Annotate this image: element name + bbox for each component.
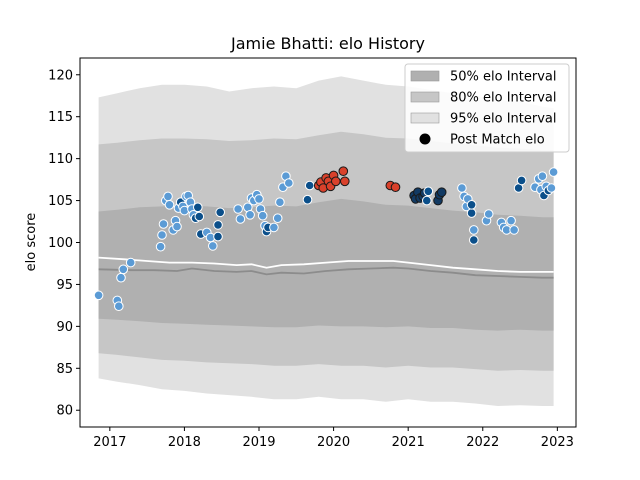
post-match-elo-point (546, 183, 557, 193)
post-match-elo-point (272, 213, 283, 223)
legend-swatch (410, 112, 440, 124)
band-50-interval (98, 198, 554, 331)
post-match-elo-point (284, 178, 294, 188)
post-match-elo-point (172, 221, 182, 232)
legend-swatch (410, 70, 440, 82)
post-match-elo-point (257, 210, 268, 221)
post-match-elo-point (269, 222, 279, 233)
legend: 50% elo Interval 80% elo Interval 95% elo … (404, 63, 570, 153)
post-match-elo-point (215, 207, 225, 218)
post-match-elo-point (245, 210, 255, 220)
post-match-elo-point (390, 182, 401, 192)
post-match-elo-point (208, 241, 218, 251)
post-match-elo-point (193, 202, 203, 213)
y-axis: 80 85 90 95 100 105 110 115 120 (48, 68, 80, 419)
post-match-elo-point (423, 186, 434, 197)
legend-swatch (410, 91, 440, 103)
post-match-elo-point (118, 264, 129, 275)
post-match-elo-point (338, 166, 349, 176)
post-match-elo-point (469, 225, 479, 235)
post-match-elo-point (506, 215, 516, 226)
x-tick-label: 2019 (242, 435, 275, 450)
x-tick-label: 2023 (541, 435, 574, 450)
y-tick-label: 80 (56, 404, 73, 419)
x-tick-label: 2018 (168, 435, 201, 450)
post-match-elo-point (158, 219, 169, 229)
post-match-elo-point (466, 208, 477, 218)
post-match-elo-point (275, 197, 285, 207)
x-tick-label: 2017 (93, 435, 126, 450)
post-match-elo-point (93, 290, 104, 301)
post-match-elo-point (483, 209, 494, 219)
x-axis: 2017 2018 2019 2020 2021 2022 2023 (93, 427, 574, 450)
legend-box (404, 63, 570, 153)
post-match-elo-point (155, 241, 166, 252)
post-match-elo-point (114, 301, 124, 312)
x-tick-label: 2021 (392, 435, 425, 450)
post-match-elo-point (422, 195, 432, 206)
legend-label: 50% elo Interval (450, 70, 557, 85)
post-match-elo-point (548, 167, 559, 177)
post-match-elo-point (213, 231, 223, 242)
x-tick-label: 2022 (466, 435, 499, 450)
y-tick-label: 95 (56, 278, 73, 293)
post-match-elo-point (436, 187, 447, 197)
chart-title: Jamie Bhatti: elo History (230, 34, 425, 53)
legend-label: 80% elo Interval (450, 91, 557, 106)
legend-label: 95% elo Interval (450, 112, 557, 127)
y-tick-label: 85 (56, 362, 73, 377)
post-match-elo-point (194, 211, 205, 222)
x-tick-label: 2020 (317, 435, 350, 450)
post-match-elo-point (235, 214, 246, 224)
y-tick-label: 110 (48, 152, 73, 167)
post-match-elo-point (125, 257, 136, 268)
y-axis-label: elo score (24, 213, 39, 272)
post-match-elo-point (302, 194, 313, 205)
y-tick-label: 115 (48, 110, 73, 125)
post-match-elo-point (116, 272, 126, 283)
y-tick-label: 105 (48, 194, 73, 209)
post-match-elo-point (254, 194, 264, 204)
y-tick-label: 120 (48, 68, 73, 83)
post-match-elo-point (469, 235, 479, 245)
post-match-elo-point (233, 204, 243, 214)
post-match-elo-point (331, 176, 341, 187)
post-match-elo-point (157, 230, 167, 240)
post-match-elo-point (164, 200, 175, 210)
post-match-elo-point (466, 200, 477, 210)
post-match-elo-point (304, 180, 315, 191)
legend-marker (419, 133, 431, 145)
plot-area (93, 76, 559, 407)
post-match-elo-point (537, 171, 548, 181)
post-match-elo-point (457, 183, 467, 193)
legend-label: Post Match elo (450, 133, 545, 148)
baseline-white-line (98, 256, 554, 273)
y-tick-label: 100 (48, 236, 73, 251)
y-tick-label: 90 (56, 320, 73, 335)
post-match-elo-point (163, 191, 173, 202)
post-match-elo-point (509, 225, 519, 235)
post-match-elo-point (516, 175, 527, 186)
post-match-elo-point (340, 176, 350, 187)
post-match-elo-point (213, 220, 223, 230)
median-elo-line (98, 266, 554, 279)
